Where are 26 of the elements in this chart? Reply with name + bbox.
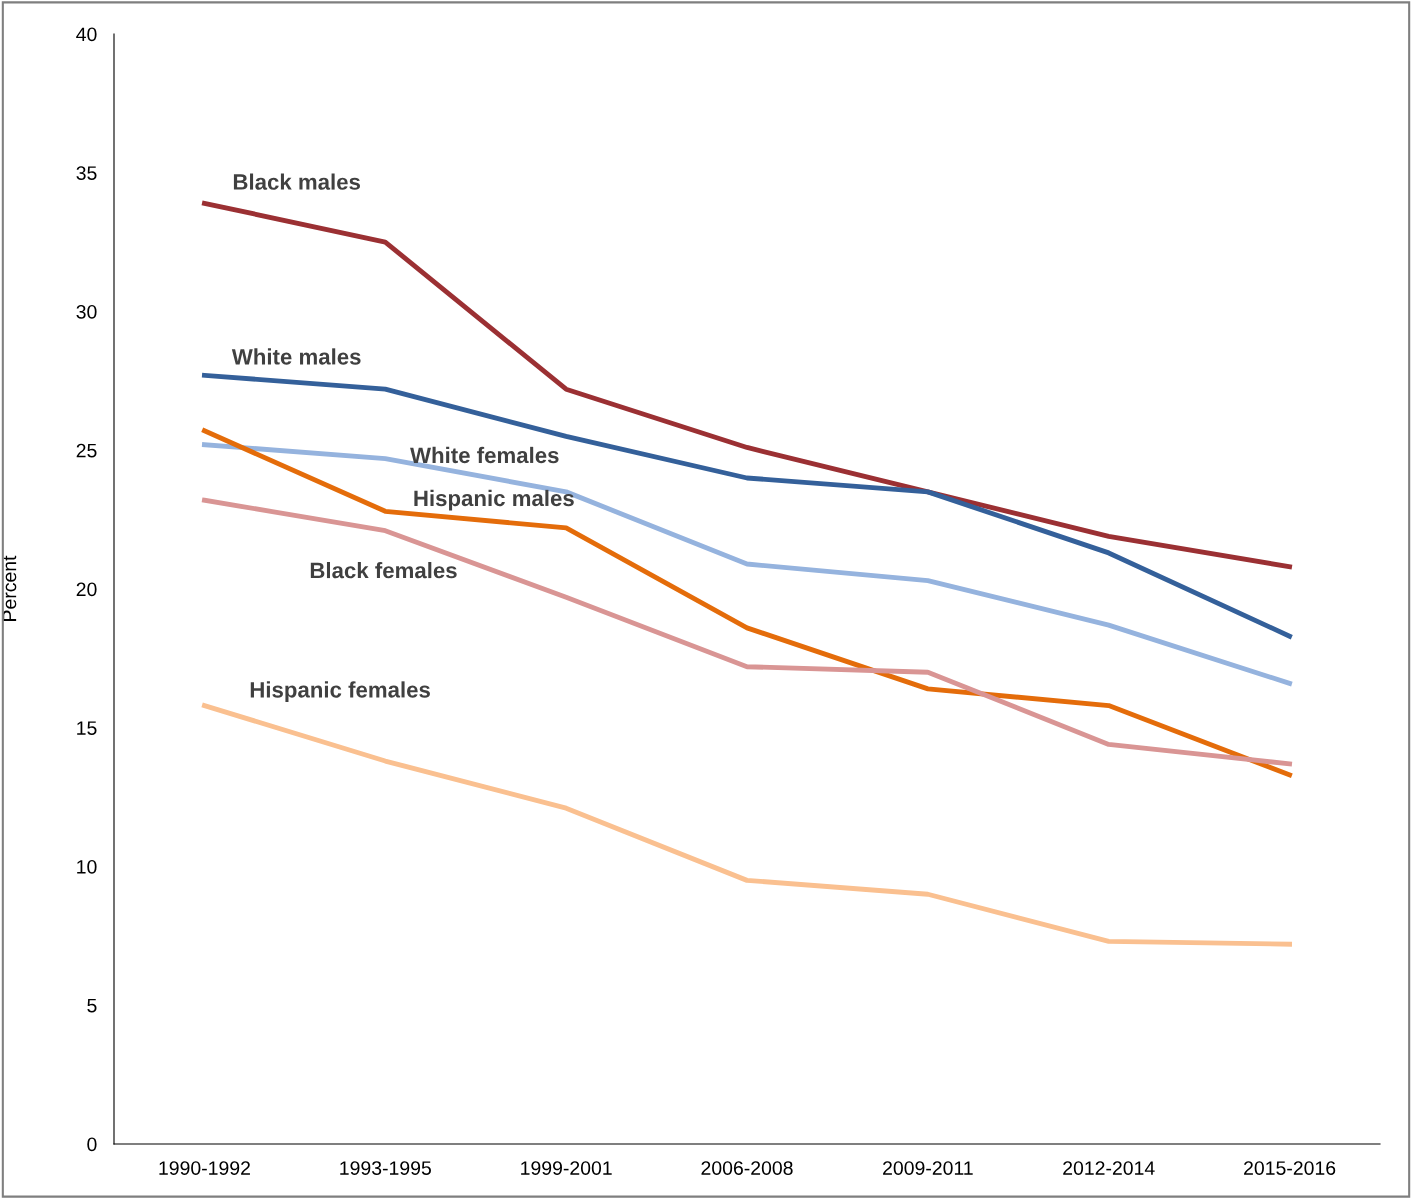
series-label: Hispanic females — [250, 681, 430, 703]
x-tick-label: 2015-2016 — [1244, 1161, 1336, 1175]
x-tick-label: 2006-2008 — [701, 1161, 793, 1175]
y-axis-title: Percent — [2, 555, 17, 621]
y-tick-label: 5 — [87, 998, 97, 1013]
series-label: White males — [231, 348, 361, 365]
series-label: Black males — [233, 173, 360, 190]
x-tick-label: 1990-1992 — [159, 1161, 250, 1175]
y-tick-label: 15 — [77, 721, 97, 735]
series-label: White females — [410, 446, 559, 464]
y-tick-label: 25 — [76, 443, 97, 458]
x-tick-label: 1999-2001 — [521, 1161, 612, 1175]
x-tick-label: 2012-2014 — [1063, 1161, 1155, 1175]
line-series — [202, 372, 1292, 639]
y-tick-label: 40 — [76, 27, 97, 42]
series-label: Hispanic males — [414, 489, 574, 511]
x-tick-label: 1993-1995 — [340, 1161, 431, 1175]
y-tick-label: 35 — [76, 166, 97, 180]
y-tick-label: 0 — [87, 1137, 97, 1152]
line-series — [202, 703, 1292, 947]
line-series — [202, 428, 1292, 778]
y-tick-label: 10 — [77, 859, 97, 874]
y-tick-label: 30 — [76, 304, 97, 319]
x-tick-label: 2009-2011 — [883, 1161, 973, 1175]
series-label: Black females — [310, 561, 457, 579]
y-tick-label: 20 — [76, 582, 97, 597]
